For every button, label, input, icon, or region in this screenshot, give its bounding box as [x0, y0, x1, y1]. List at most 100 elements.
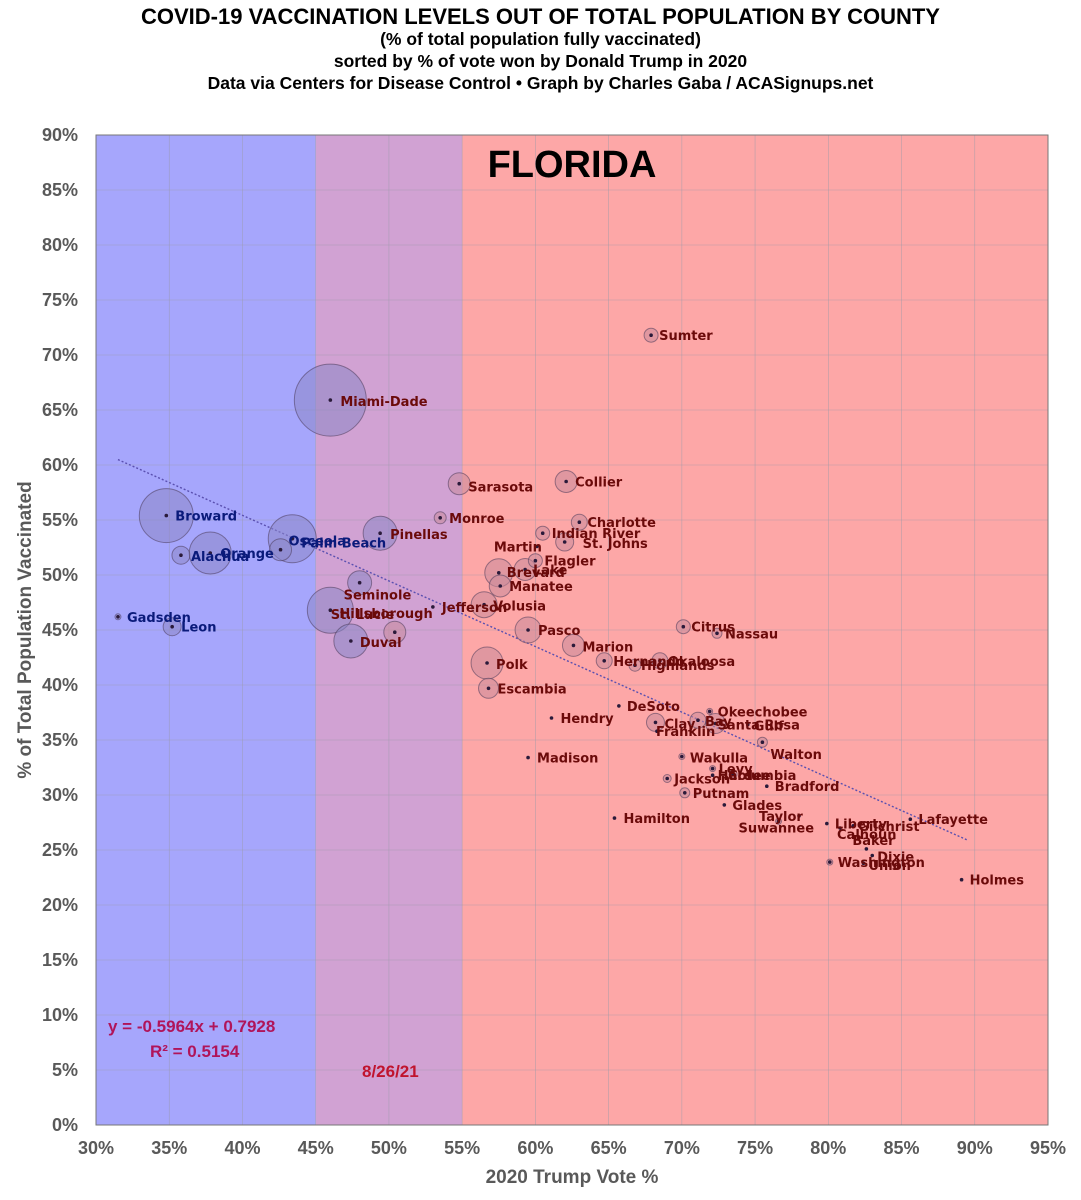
point-palm-beach: [290, 536, 295, 541]
point-st-lucie: [392, 630, 397, 634]
point-gadsden: [116, 615, 120, 619]
point-baker: [864, 847, 869, 851]
point-brevard: [496, 571, 501, 575]
label-gadsden: Gadsden: [127, 611, 191, 626]
y-tick-label: 55%: [42, 510, 78, 530]
label-hernando: Hernando: [613, 655, 685, 670]
label-seminole: Seminole: [344, 589, 412, 604]
label-monroe: Monroe: [449, 512, 504, 527]
label-st-johns: St. Johns: [583, 537, 648, 552]
label-sumter: Sumter: [659, 329, 713, 344]
label-wakulla: Wakulla: [690, 752, 748, 767]
point-indian-river: [540, 531, 545, 535]
point-martin: [535, 544, 539, 549]
label-okaloosa: Okaloosa: [668, 655, 735, 670]
point-suwannee: [776, 819, 781, 824]
y-tick-label: 80%: [42, 235, 78, 255]
label-jackson: Jackson: [673, 773, 730, 788]
label-columbia: Columbia: [728, 769, 796, 784]
label-polk: Polk: [496, 658, 528, 673]
y-tick-label: 85%: [42, 180, 78, 200]
point-escambia: [486, 686, 491, 691]
point-alachua: [179, 553, 183, 557]
x-tick-label: 40%: [224, 1138, 260, 1158]
x-tick-label: 80%: [810, 1138, 846, 1158]
label-dixie: Dixie: [877, 851, 914, 866]
label-hillsborough: Hillsborough: [339, 607, 432, 622]
point-hamilton: [612, 816, 617, 820]
point-monroe: [438, 516, 442, 520]
point-hernando: [602, 659, 607, 663]
point-gilchrist: [851, 824, 856, 828]
label-santa-rosa: Santa Rosa: [718, 719, 800, 734]
x-tick-label: 75%: [737, 1138, 773, 1158]
x-tick-label: 30%: [78, 1138, 114, 1158]
point-polk: [485, 661, 489, 665]
y-tick-label: 20%: [42, 895, 78, 915]
label-volusia: Volusia: [493, 600, 546, 615]
point-bay: [696, 718, 700, 722]
point-hillsborough: [328, 608, 333, 612]
label-hardee: Hardee: [718, 769, 771, 784]
label-washington: Washington: [838, 856, 925, 871]
label-bay: Bay: [705, 715, 732, 730]
label-jefferson: Jefferson: [441, 601, 507, 616]
label-madison: Madison: [537, 752, 598, 767]
point-hendry: [549, 716, 554, 720]
label-liberty: Liberty: [835, 818, 887, 833]
point-charlotte: [577, 520, 582, 524]
y-tick-label: 65%: [42, 400, 78, 420]
point-santa-rosa: [713, 721, 718, 726]
county-bubbles: [114, 327, 964, 882]
label-desoto: DeSoto: [627, 700, 680, 715]
x-tick-label: 85%: [884, 1138, 920, 1158]
label-lake: Lake: [533, 564, 567, 579]
chart-subtitle-2: sorted by % of vote won by Donald Trump …: [333, 51, 748, 71]
point-gulf: [745, 722, 750, 727]
label-holmes: Holmes: [970, 874, 1025, 889]
label-sarasota: Sarasota: [468, 481, 533, 496]
label-osceola: Osceola: [289, 535, 346, 550]
y-tick-label: 25%: [42, 840, 78, 860]
label-gilchrist: Gilchrist: [858, 820, 919, 835]
x-tick-label: 55%: [444, 1138, 480, 1158]
point-washington: [827, 860, 832, 864]
point-madison: [526, 755, 530, 760]
label-broward: Broward: [175, 510, 237, 525]
point-duval: [349, 639, 353, 643]
label-indian-river: Indian River: [552, 527, 641, 542]
y-axis-title: % of Total Population Vaccinated: [15, 481, 36, 778]
label-martin: Martin: [494, 540, 542, 555]
label-bradford: Bradford: [775, 780, 840, 795]
point-nassau: [715, 631, 719, 636]
point-broward: [164, 513, 169, 518]
point-pasco: [526, 628, 530, 632]
point-walton: [760, 740, 765, 744]
label-escambia: Escambia: [498, 682, 567, 697]
label-franklin: Franklin: [656, 725, 715, 740]
chart-subtitle-1: (% of total population fully vaccinated): [380, 29, 701, 49]
point-holmes: [959, 877, 964, 882]
y-tick-label: 75%: [42, 290, 78, 310]
point-hardee: [710, 773, 715, 777]
x-tick-label: 50%: [371, 1138, 407, 1158]
label-brevard: Brevard: [507, 566, 565, 581]
point-sumter: [649, 333, 653, 338]
label-pinellas: Pinellas: [390, 528, 448, 543]
point-union: [861, 861, 866, 865]
point-bradford: [764, 784, 769, 788]
point-clay: [653, 720, 658, 725]
point-taylor: [797, 814, 801, 818]
point-glades: [722, 803, 727, 807]
x-axis-title: 2020 Trump Vote %: [486, 1167, 659, 1188]
r-squared: R² = 0.5154: [150, 1042, 240, 1061]
point-liberty: [825, 821, 829, 826]
label-hendry: Hendry: [560, 712, 614, 727]
x-tick-label: 35%: [151, 1138, 187, 1158]
label-miami-dade: Miami-Dade: [340, 395, 427, 410]
y-tick-label: 0%: [52, 1115, 78, 1135]
point-lafayette: [908, 817, 913, 821]
point-st-johns: [562, 540, 567, 544]
